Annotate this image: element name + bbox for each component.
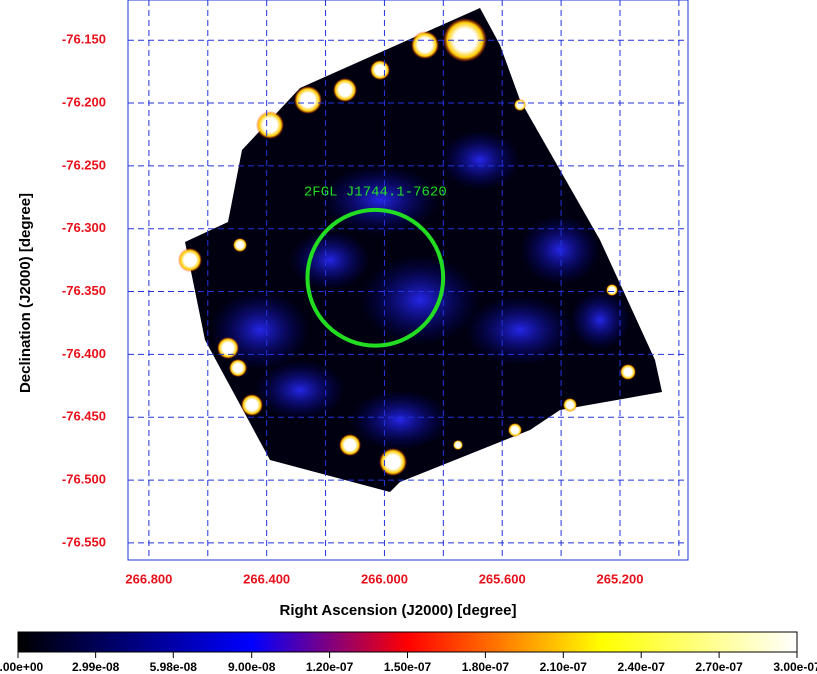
sky-image bbox=[178, 8, 662, 492]
colorbar bbox=[17, 631, 798, 653]
colorbar-tick-label: 0.00e+00 bbox=[0, 660, 44, 674]
y-tick-label: -76.250 bbox=[62, 157, 106, 172]
colorbar-tick-label: 3.00e-07 bbox=[773, 660, 817, 674]
y-axis-label: Declination (J2000) [degree] bbox=[17, 193, 34, 393]
colorbar-tick-label: 2.99e-08 bbox=[72, 660, 120, 674]
y-tick-label: -76.300 bbox=[62, 220, 106, 235]
x-tick-label: 266.000 bbox=[361, 571, 408, 586]
x-tick-label: 266.400 bbox=[243, 571, 290, 586]
y-tick-label: -76.200 bbox=[62, 94, 106, 109]
colorbar-tick-label: 2.70e-07 bbox=[695, 660, 743, 674]
bright-sources bbox=[178, 18, 636, 476]
x-axis-label: Right Ascension (J2000) [degree] bbox=[279, 602, 516, 619]
colorbar-tick-label: 5.98e-08 bbox=[150, 660, 198, 674]
x-tick-label: 265.200 bbox=[596, 571, 643, 586]
diffuse-emission bbox=[210, 130, 630, 450]
source-label: 2FGL J1744.1-7620 bbox=[304, 185, 447, 201]
colorbar-tick-label: 9.00e-08 bbox=[228, 660, 276, 674]
y-tick-label: -76.450 bbox=[62, 409, 106, 424]
colorbar-tick-label: 2.10e-07 bbox=[540, 660, 588, 674]
y-tick-label: -76.400 bbox=[62, 346, 106, 361]
colorbar-tick-label: 1.20e-07 bbox=[306, 660, 354, 674]
colorbar-tick-label: 1.50e-07 bbox=[384, 660, 432, 674]
colorbar-tick-label: 1.80e-07 bbox=[462, 660, 510, 674]
source-region bbox=[305, 207, 446, 348]
y-tick-label: -76.350 bbox=[62, 283, 106, 298]
plot-frame bbox=[127, 0, 689, 561]
grid bbox=[128, 0, 688, 560]
x-tick-label: 265.600 bbox=[479, 571, 526, 586]
colorbar-tick-label: 2.40e-07 bbox=[618, 660, 666, 674]
x-tick-label: 266.800 bbox=[125, 571, 172, 586]
y-tick-label: -76.150 bbox=[62, 32, 106, 47]
y-tick-label: -76.500 bbox=[62, 472, 106, 487]
y-tick-label: -76.550 bbox=[62, 534, 106, 549]
